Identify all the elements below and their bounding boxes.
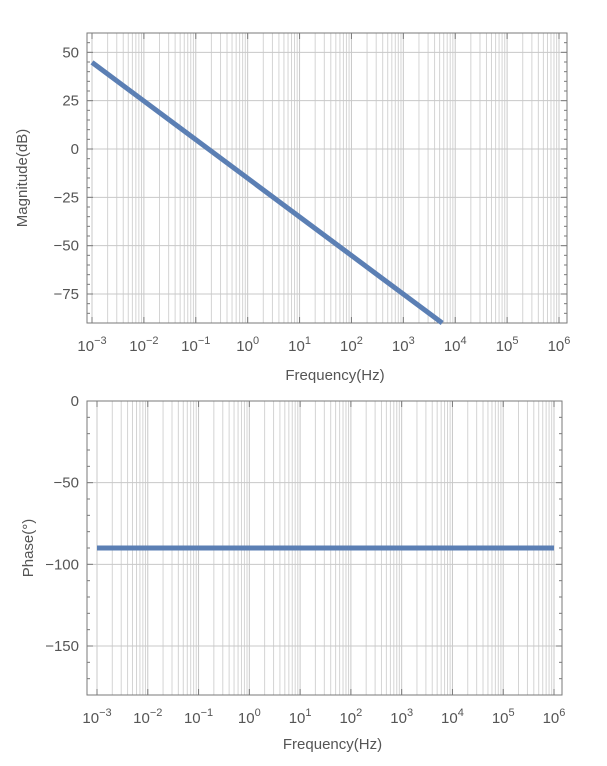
horizontal-gridlines	[87, 51, 567, 295]
x-tick-label: 103	[392, 335, 415, 355]
x-tick-label: 10−2	[129, 335, 158, 355]
y-tick-label: 0	[71, 141, 79, 158]
x-tick-label: 10−2	[133, 707, 162, 727]
y-tick-label: −50	[54, 238, 79, 255]
chart-2: 0 −50 −100 −150 10−3 10−2 10−1 100 101 102 103 104 1…	[20, 393, 565, 753]
x-tick-label: 101	[289, 707, 312, 727]
chart-1: 50 25 0 −25 −50 −75 10−3 10−2 10−1 100 101 102 103 10…	[14, 32, 571, 384]
x-axis-title: Frequency(Hz)	[283, 736, 382, 753]
x-tick-label: 100	[236, 335, 259, 355]
y-tick-label: −50	[54, 475, 79, 492]
plot-frame	[86, 32, 568, 324]
x-tick-label: 105	[496, 335, 519, 355]
x-tick-label: 106	[548, 335, 571, 355]
x-tick-label: 102	[339, 707, 362, 727]
x-tick-label: 104	[444, 335, 467, 355]
y-tick-label: 50	[62, 44, 79, 61]
x-tick-label: 106	[543, 707, 566, 727]
x-tick-label: 103	[390, 707, 413, 727]
x-tick-label: 105	[492, 707, 515, 727]
y-tick-label: 25	[62, 93, 79, 110]
y-tick-label: −75	[54, 286, 79, 303]
y-tick-label: −100	[45, 556, 79, 573]
y-tick-label: −150	[45, 638, 79, 655]
vertical-gridlines	[91, 33, 560, 323]
y-axis-title: Magnitude(dB)	[14, 129, 31, 227]
x-tick-label: 10−3	[77, 335, 106, 355]
x-tick-label: 10−3	[82, 707, 111, 727]
y-tick-label: −25	[54, 189, 79, 206]
x-tick-label: 101	[288, 335, 311, 355]
y-axis-title: Phase(°)	[20, 519, 37, 578]
x-tick-label: 10−1	[181, 335, 210, 355]
x-tick-label: 102	[340, 335, 363, 355]
x-tick-label: 10−1	[184, 707, 213, 727]
axis-ticks	[87, 32, 567, 324]
series-line-1	[90, 60, 444, 326]
x-tick-label: 100	[238, 707, 261, 727]
x-axis-title: Frequency(Hz)	[285, 367, 384, 384]
axis-ticks	[87, 400, 562, 696]
x-tick-label: 104	[441, 707, 464, 727]
y-tick-label: 0	[71, 393, 79, 410]
